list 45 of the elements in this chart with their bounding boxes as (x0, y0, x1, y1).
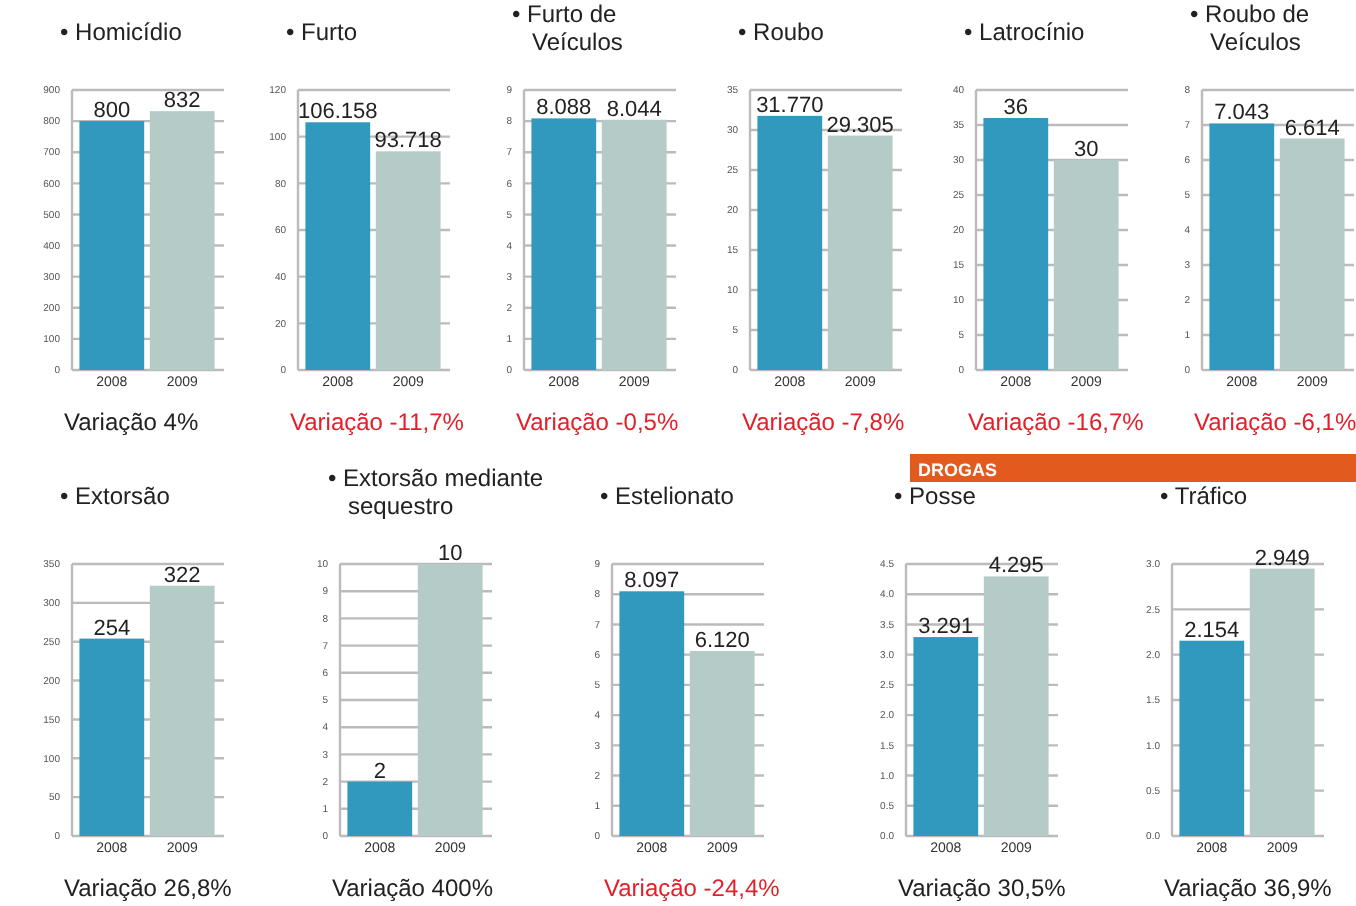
data-label: 322 (163, 563, 201, 588)
data-label: 254 (93, 616, 131, 641)
chart-title: • Furto de Veículos (512, 0, 623, 56)
text: Variação 36,9% (1164, 874, 1333, 902)
text: Variação 26,8% (64, 874, 233, 902)
text: Variação -0,5% (516, 408, 679, 436)
data-label: 2 (373, 759, 386, 784)
data-label: 29.305 (826, 113, 894, 138)
data-label: 6.120 (694, 629, 750, 654)
data-label: 93.718 (374, 129, 442, 154)
data-label: 10 (437, 542, 463, 566)
chart-title: • Extorsão mediante sequestro (328, 464, 544, 520)
chart-title: • Extorsão (60, 482, 171, 510)
data-label: 30 (1073, 138, 1099, 162)
text: Variação -7,8% (742, 408, 905, 436)
text: Variação -16,7% (968, 408, 1145, 436)
data-label: 832 (163, 89, 201, 114)
data-label: 800 (93, 99, 131, 124)
data-label: 8.088 (536, 96, 592, 121)
chart-title: • Latrocínio (964, 18, 1086, 46)
chart-subtitle: DROGAS (918, 460, 998, 480)
data-label: 8.044 (606, 97, 662, 122)
chart-title: • Furto (286, 18, 358, 46)
text: Variação -24,4% (604, 874, 781, 902)
data-label: 2.154 (1184, 618, 1240, 643)
chart-title: • Posse (894, 482, 977, 510)
chart-title: • Roubo de Veículos (1190, 0, 1310, 56)
text: Variação -11,7% (290, 408, 465, 436)
text: Variação 400% (332, 874, 494, 902)
data-label: 36 (1003, 96, 1029, 120)
text: Variação 4% (64, 408, 199, 436)
chart-title: • Roubo (738, 18, 825, 46)
data-label: 31.770 (756, 93, 824, 118)
text: Variação 30,5% (898, 874, 1067, 902)
chart-title: • Homicídio (60, 18, 183, 46)
data-label: 2.949 (1254, 546, 1310, 571)
data-label: 3.291 (918, 615, 974, 640)
data-label: 8.097 (624, 569, 680, 594)
chart-title: • Estelionato (600, 482, 735, 510)
data-label: 4.295 (988, 554, 1044, 579)
chart-title: • Tráfico (1160, 482, 1248, 510)
data-label: 106.158 (298, 100, 378, 125)
text: Variação -6,1% (1194, 408, 1356, 436)
data-label: 7.043 (1214, 101, 1270, 126)
data-label: 6.614 (1284, 116, 1340, 141)
